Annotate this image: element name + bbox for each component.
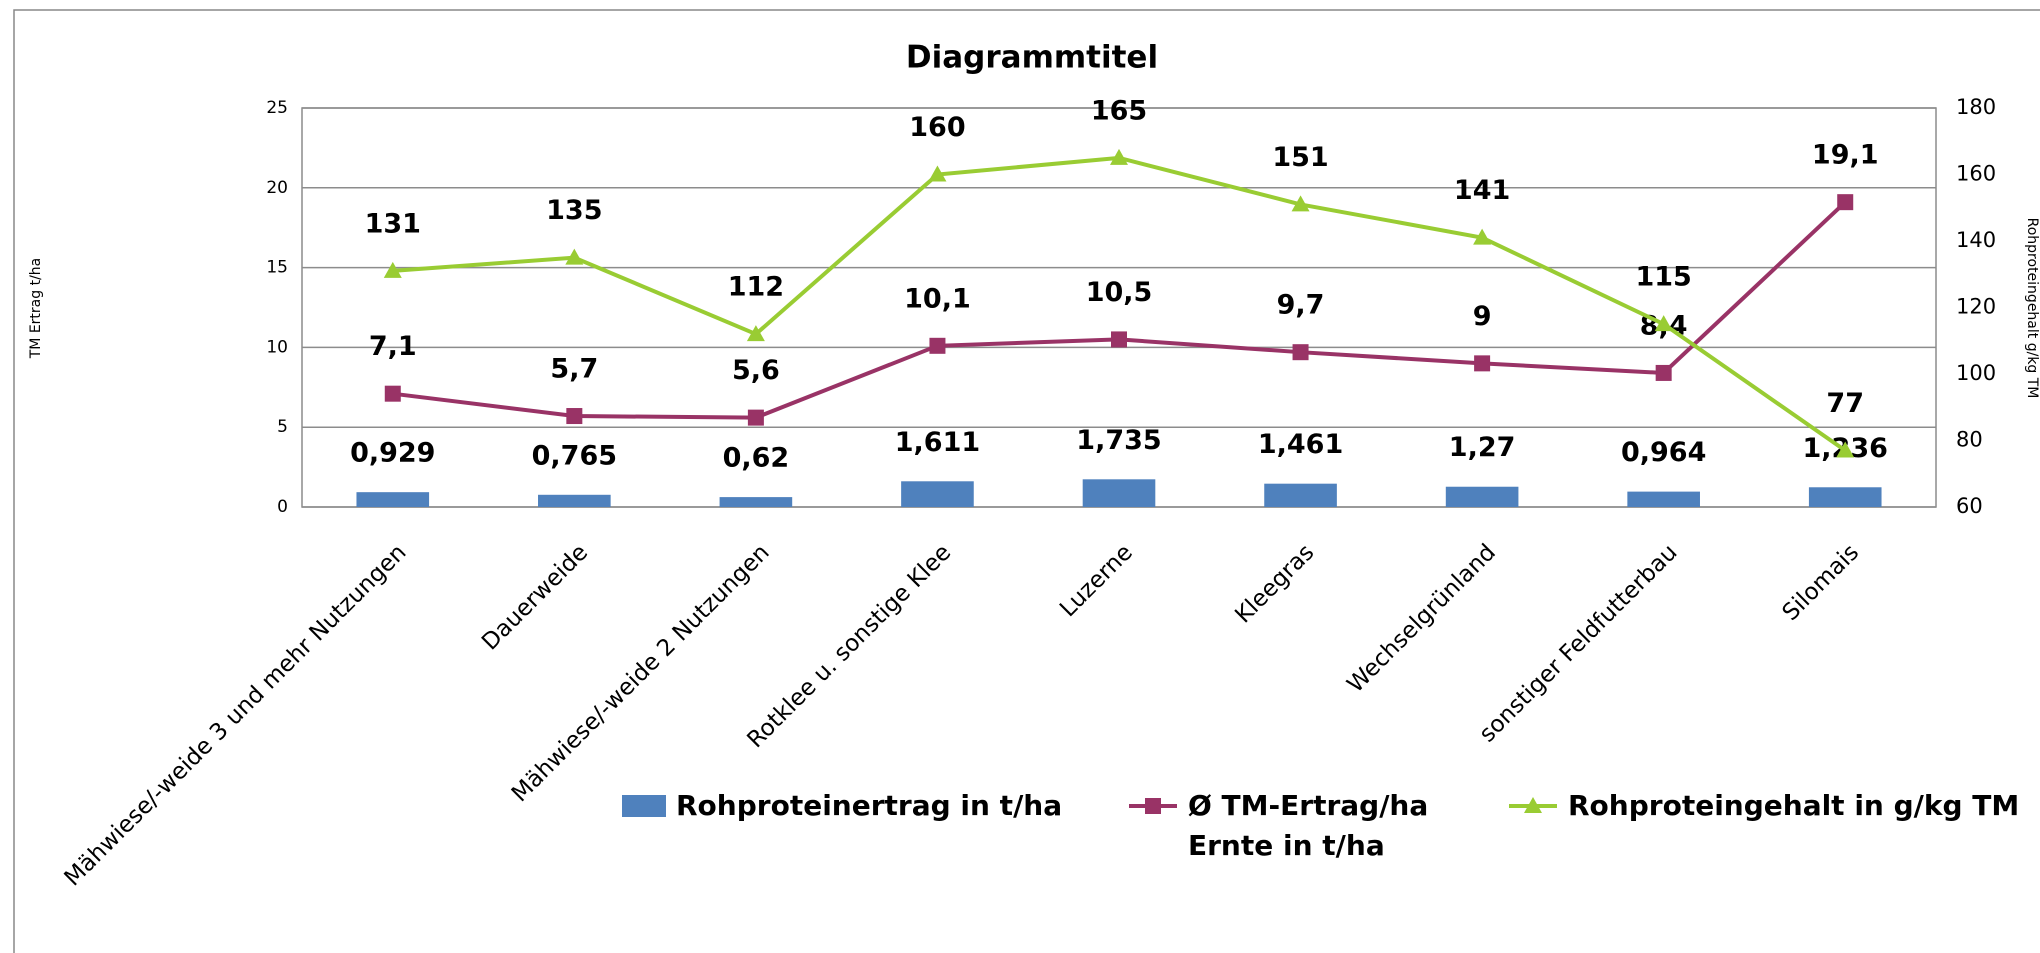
y2-tick-label: 100 xyxy=(1956,361,1996,385)
marker xyxy=(1474,355,1491,372)
data-label: 0,765 xyxy=(532,440,617,471)
marker xyxy=(747,409,764,426)
data-label: 7,1 xyxy=(369,331,417,362)
data-label: 10,1 xyxy=(904,283,971,314)
legend-label: Rohproteinertrag in t/ha xyxy=(676,789,1063,822)
y-tick-label: 10 xyxy=(266,337,288,357)
marker xyxy=(1110,148,1128,165)
y2-tick-label: 120 xyxy=(1956,295,1996,319)
data-label: 131 xyxy=(365,208,421,239)
bar xyxy=(1808,487,1882,507)
y-tick-label: 20 xyxy=(266,178,288,198)
y2-tick-label: 160 xyxy=(1956,162,1996,186)
y2-tick-label: 140 xyxy=(1956,228,1996,252)
marker xyxy=(565,248,584,265)
marker xyxy=(1837,194,1854,211)
y-axis-title: TM Ertrag t/ha xyxy=(28,258,44,360)
legend-item: Rohproteingehalt in g/kg TM xyxy=(1568,789,2020,822)
data-label: 10,5 xyxy=(1086,277,1153,308)
y-tick-label: 5 xyxy=(277,417,288,437)
data-label: 5,7 xyxy=(550,354,598,385)
data-label: 9,7 xyxy=(1277,290,1325,321)
data-label: 1,735 xyxy=(1076,425,1161,456)
marker xyxy=(1111,331,1127,348)
data-label: 0,964 xyxy=(1621,437,1706,468)
data-label: 0,62 xyxy=(723,443,790,474)
marker xyxy=(1655,364,1672,381)
data-label: 1,611 xyxy=(895,427,980,458)
data-label: 5,6 xyxy=(732,355,780,386)
legend-label: Rohproteingehalt in g/kg TM xyxy=(1568,789,2020,822)
bar xyxy=(538,494,611,507)
marker xyxy=(384,385,401,402)
y-tick-label: 0 xyxy=(277,497,288,517)
marker xyxy=(929,337,946,354)
bar xyxy=(1082,479,1156,507)
data-label: 0,929 xyxy=(350,438,435,469)
marker xyxy=(746,325,765,342)
y2-tick-label: 80 xyxy=(1956,428,1983,452)
legend-marker xyxy=(1524,797,1542,813)
data-label: 77 xyxy=(1826,388,1864,419)
bar xyxy=(1445,486,1519,507)
marker xyxy=(1654,315,1673,332)
bar xyxy=(356,492,430,507)
y2-tick-label: 180 xyxy=(1956,95,1996,119)
data-label: 141 xyxy=(1454,175,1510,206)
data-label: 19,1 xyxy=(1812,140,1879,171)
chart-title: Diagrammtitel xyxy=(906,40,1158,76)
legend-item: Rohproteinertrag in t/ha xyxy=(676,789,1063,822)
marker xyxy=(1292,344,1309,361)
data-label: 112 xyxy=(728,272,784,303)
legend-marker xyxy=(1145,798,1161,814)
bar xyxy=(1264,483,1337,507)
marker xyxy=(383,261,402,278)
legend-item: Ø TM-Ertrag/ha Ernte in t/ha xyxy=(1188,789,1429,862)
y2-axis-title: Rohproteingehalt g/kg TM xyxy=(2024,218,2040,399)
data-label: 165 xyxy=(1091,95,1147,126)
data-label: 151 xyxy=(1272,142,1328,173)
y-tick-label: 15 xyxy=(266,258,288,278)
data-label: 115 xyxy=(1635,262,1691,293)
data-label: 1,461 xyxy=(1258,429,1343,460)
bar xyxy=(719,497,793,507)
bar xyxy=(901,481,974,507)
legend-label: Ø TM-Ertrag/ha Ernte in t/ha xyxy=(1188,789,1429,862)
data-label: 160 xyxy=(909,112,965,143)
marker xyxy=(566,408,583,425)
data-label: 9 xyxy=(1473,301,1492,332)
data-label: 135 xyxy=(546,195,602,226)
bar xyxy=(1627,491,1700,507)
marker xyxy=(1291,195,1310,212)
y-tick-label: 25 xyxy=(266,98,288,118)
marker xyxy=(1473,228,1492,245)
data-label: 1,27 xyxy=(1449,432,1516,463)
marker xyxy=(928,165,947,182)
marker xyxy=(1836,441,1855,458)
legend-swatch xyxy=(622,795,666,817)
y2-tick-label: 60 xyxy=(1956,494,1983,518)
